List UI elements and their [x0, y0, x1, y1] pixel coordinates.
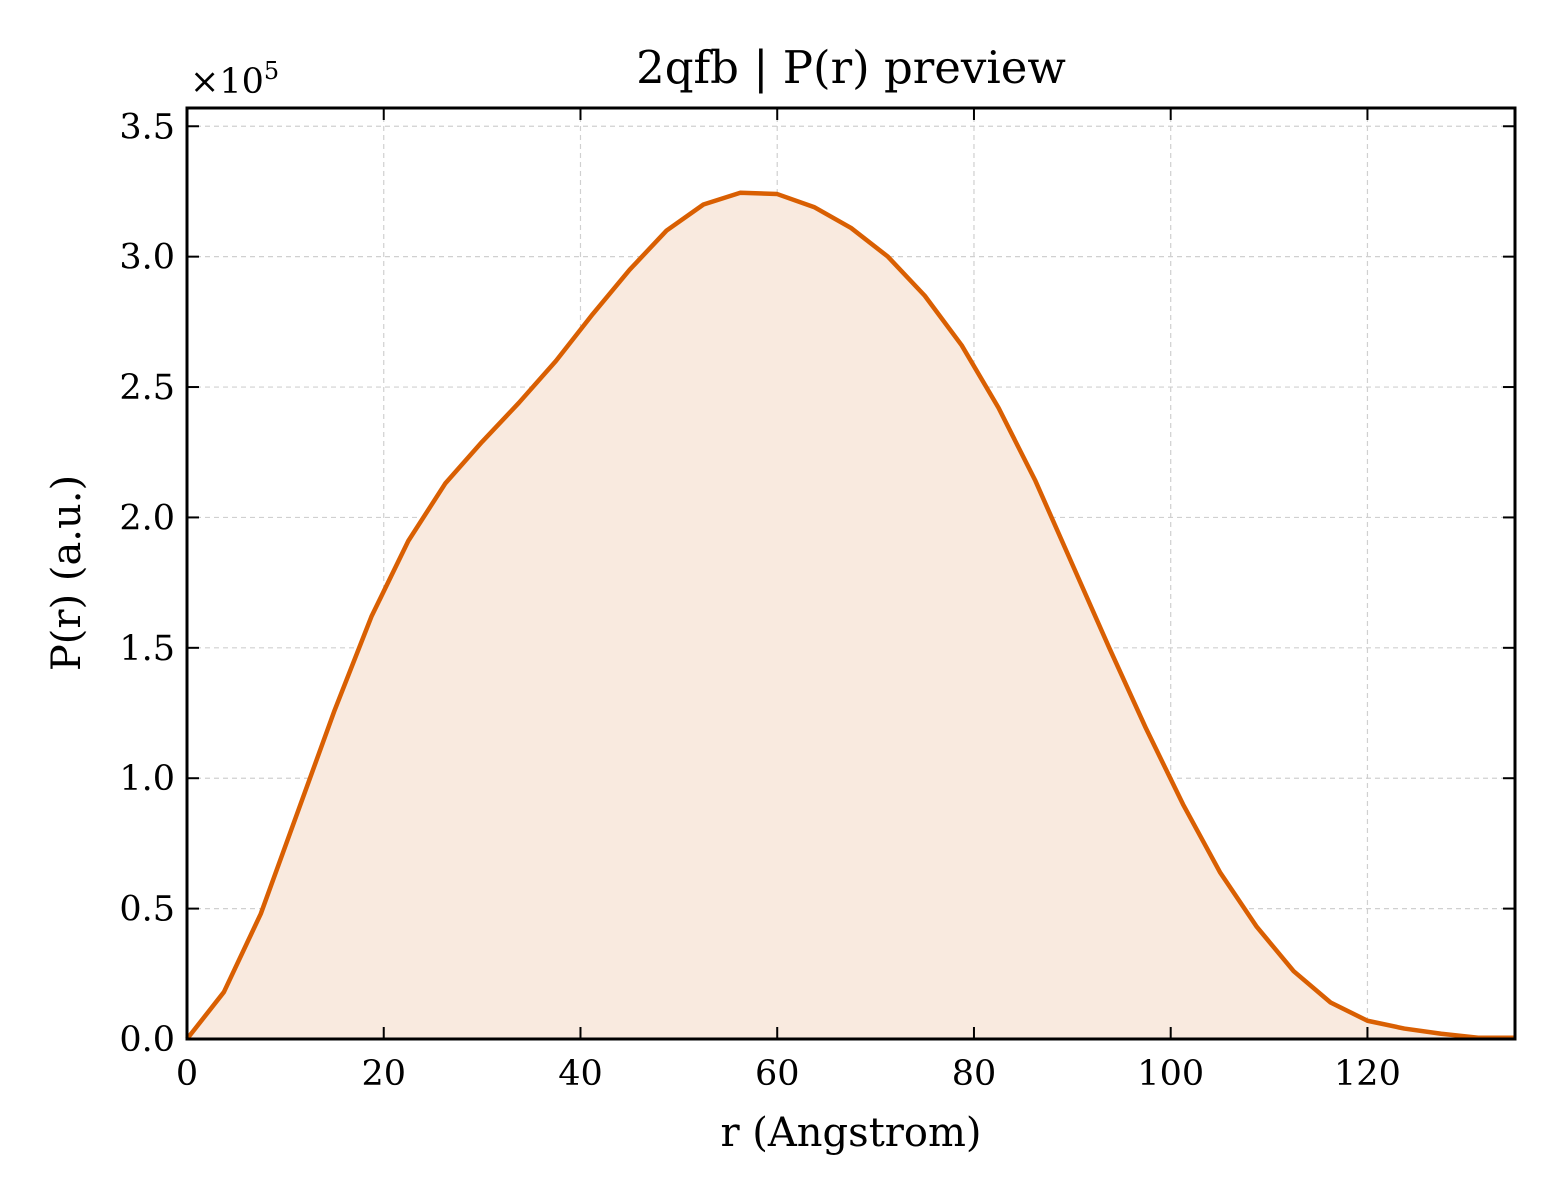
x-tick-label: 60	[755, 1054, 800, 1094]
x-tick-label: 100	[1137, 1054, 1204, 1094]
x-axis: 0 20 40 60 80 100 120	[176, 108, 1401, 1094]
x-tick-label: 20	[361, 1054, 406, 1094]
x-axis-label: r (Angstrom)	[720, 1110, 981, 1156]
x-tick-label: 40	[558, 1054, 603, 1094]
y-multiplier-label: ×105	[190, 57, 279, 102]
x-tick-label: 120	[1334, 1054, 1401, 1094]
plot-frame	[185, 106, 1517, 1041]
chart-title: 2qfb | P(r) preview	[636, 41, 1066, 94]
x-tick-label: 0	[176, 1054, 198, 1094]
y-tick-label: 0.0	[119, 1020, 175, 1060]
y-tick-label: 2.5	[119, 368, 175, 408]
y-tick-label: 3.5	[119, 107, 175, 147]
series-points	[186, 192, 1516, 1040]
y-tick-label: 2.0	[119, 498, 175, 538]
y-tick-label: 1.0	[119, 759, 175, 799]
y-multiplier-exponent: 5	[264, 57, 279, 85]
y-tick-label: 0.5	[119, 890, 175, 930]
y-tick-label: 3.0	[119, 238, 175, 278]
y-multiplier-base: ×10	[190, 62, 264, 102]
x-tick-label: 80	[952, 1054, 997, 1094]
y-axis-label: P(r) (a.u.)	[44, 475, 90, 671]
y-axis: 0.0 0.5 1.0 1.5 2.0 2.5 3.0 3.5	[119, 107, 1515, 1060]
y-tick-label: 1.5	[119, 629, 175, 669]
